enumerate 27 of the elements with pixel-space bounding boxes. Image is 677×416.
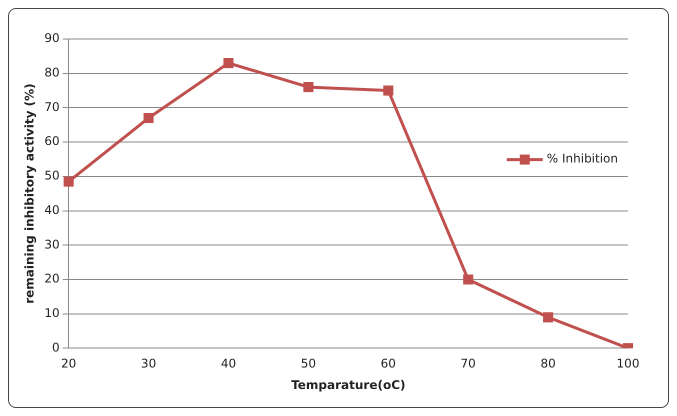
y-tick-label: 70 (44, 100, 60, 114)
point (543, 312, 554, 322)
point (223, 58, 234, 68)
x-tick-label: 60 (380, 356, 396, 371)
point (383, 86, 394, 96)
y-tick-label: 10 (44, 306, 60, 320)
y-tick-label: 60 (44, 134, 60, 148)
x-tick-label: 20 (61, 356, 76, 371)
y-tick-label: 0 (52, 340, 60, 354)
point (303, 82, 314, 92)
x-tick-label: 40 (220, 356, 236, 371)
point (144, 112, 154, 124)
y-tick-label: 20 (44, 272, 60, 286)
x-tick-label: 50 (300, 356, 316, 371)
y-tick-label: 80 (44, 65, 60, 80)
x-tick-label: 70 (460, 356, 476, 371)
point (463, 274, 474, 285)
x-tick-label: 30 (140, 356, 156, 371)
y-tick-label: 50 (44, 168, 60, 183)
y-tick-label: 90 (44, 31, 60, 46)
legend-label: % Inhibition (546, 152, 618, 166)
x-axis-title: Temparature(oC) (291, 378, 406, 392)
x-tick-label: 80 (540, 356, 556, 371)
x-tick-label: 100 (616, 356, 640, 371)
y-axis-title: remaining inhibitory activity (%) (22, 83, 36, 304)
y-tick-label: 30 (44, 237, 60, 252)
y-tick-label: 40 (44, 202, 60, 217)
